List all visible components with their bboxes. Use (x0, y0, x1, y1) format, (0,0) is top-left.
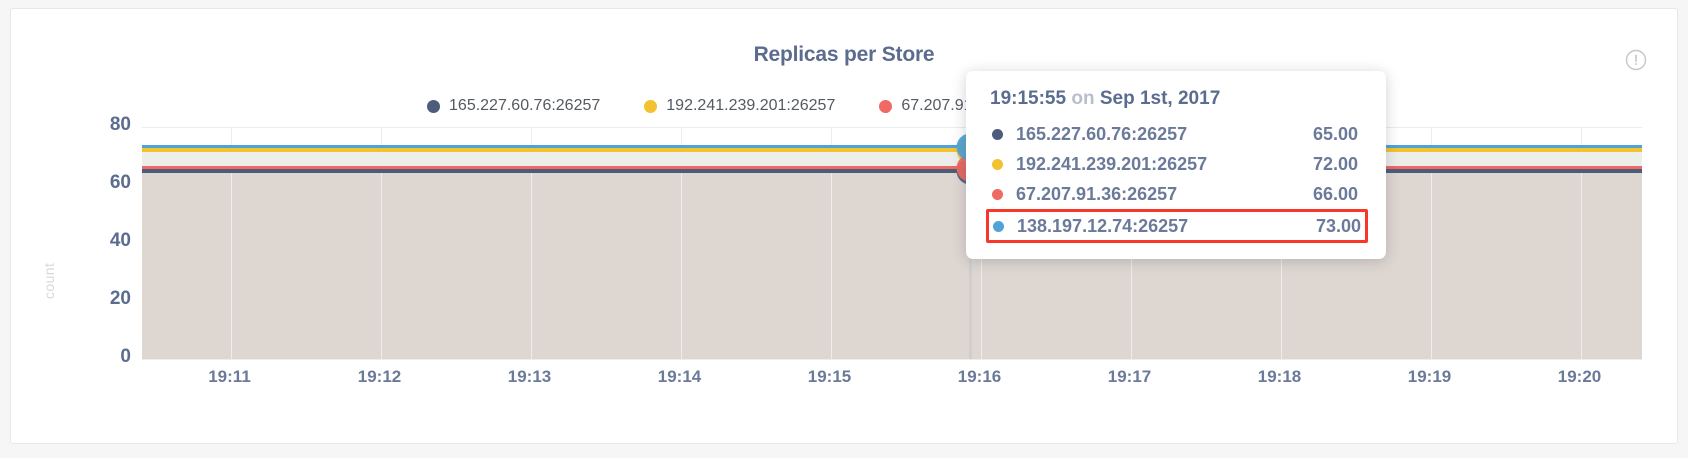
gridline-vertical (680, 127, 682, 359)
y-axis-tick-label: 20 (109, 288, 131, 309)
tooltip-series-label: 138.197.12.74:26257 (1017, 215, 1189, 236)
tooltip-series-value: 66.00 (1312, 183, 1358, 204)
y-axis-tick-label: 80 (109, 114, 131, 135)
gridline-vertical (530, 127, 532, 359)
x-axis-tick-label: 19:20 (1557, 367, 1602, 386)
legend-item[interactable]: 165.227.60.76:26257 (427, 97, 600, 115)
gridline-vertical (830, 127, 832, 359)
x-axis-tick-label: 19:18 (1257, 367, 1302, 386)
y-axis-tick-label: 60 (109, 172, 131, 193)
x-axis-tick-label: 19:13 (507, 367, 552, 386)
tooltip-date: Sep 1st, 2017 (1099, 88, 1221, 109)
y-axis-ticks: 80 60 40 20 0 (61, 114, 131, 367)
tooltip-color-dot-icon (993, 220, 1004, 232)
gridline-vertical (1580, 127, 1582, 359)
legend-item[interactable]: 192.241.239.201:26257 (644, 97, 835, 115)
tooltip-time: 19:15:55 (990, 88, 1067, 109)
page-title: Replicas per Store (753, 43, 935, 66)
y-axis-title: count (41, 262, 57, 299)
x-axis-ticks: 19:11 19:12 19:13 19:14 19:15 19:16 19:17 19:18… (141, 367, 1641, 397)
legend-color-dot-icon (879, 99, 893, 113)
chart-card: Replicas per Store 165.227.60.76:26257 19… (10, 8, 1678, 444)
y-axis-tick-label: 0 (120, 346, 131, 367)
legend-item-label: 165.227.60.76:26257 (449, 97, 601, 114)
tooltip-series-value: 72.00 (1312, 153, 1358, 174)
x-axis-tick-label: 19:17 (1107, 367, 1152, 386)
tooltip-color-dot-icon (992, 188, 1003, 200)
gridline-vertical (1430, 127, 1432, 359)
tooltip-series-label: 192.241.239.201:26257 (1016, 153, 1208, 174)
tooltip-timestamp: 19:15:55 on Sep 1st, 2017 (990, 88, 1362, 110)
tooltip-series-value: 73.00 (1315, 215, 1361, 236)
x-axis-tick-label: 19:16 (957, 367, 1002, 386)
gridline-horizontal (142, 127, 1642, 128)
x-axis-tick-label: 19:11 (208, 367, 251, 386)
tooltip-on-word: on (1071, 88, 1095, 109)
legend-color-dot-icon (427, 99, 441, 113)
plot-canvas[interactable] (142, 127, 1642, 360)
x-axis-tick-label: 19:12 (357, 367, 402, 386)
gridline-vertical (230, 127, 232, 359)
gridline-horizontal (142, 359, 1642, 360)
legend-item-label: 192.241.239.201:26257 (666, 97, 836, 114)
tooltip-row: 192.241.239.201:26257 72.00 (990, 149, 1362, 179)
x-axis-tick-label: 19:14 (657, 367, 702, 386)
tooltip-series-list: 165.227.60.76:26257 65.00 192.241.239.201:… (986, 119, 1368, 243)
tooltip-series-label: 165.227.60.76:26257 (1016, 123, 1188, 144)
plot-area: count 80 60 40 20 0 19:11 19:12 19:13 19:14 19:1… (11, 114, 1679, 419)
legend-color-dot-icon (644, 99, 658, 113)
series-line (142, 148, 1642, 153)
series-area-fill (142, 170, 1642, 359)
info-circle-icon[interactable] (1625, 49, 1647, 71)
tooltip-series-value: 65.00 (1312, 123, 1358, 144)
tooltip-row: 67.207.91.36:26257 66.00 (990, 179, 1362, 209)
y-axis-tick-label: 40 (109, 230, 131, 251)
series-line (142, 168, 1642, 173)
chart-legend: 165.227.60.76:26257 192.241.239.201:26257… (11, 97, 1677, 115)
tooltip-row-highlighted: 138.197.12.74:26257 73.00 (986, 209, 1368, 243)
x-axis-tick-label: 19:19 (1407, 367, 1452, 386)
tooltip-color-dot-icon (992, 158, 1003, 170)
gridline-vertical (380, 127, 382, 359)
tooltip-color-dot-icon (992, 128, 1003, 140)
series-line (142, 165, 1642, 170)
x-axis-tick-label: 19:15 (807, 367, 852, 386)
chart-tooltip: 19:15:55 on Sep 1st, 2017 165.227.60.76:… (966, 71, 1386, 259)
tooltip-series-label: 67.207.91.36:26257 (1016, 183, 1178, 204)
series-line (142, 145, 1642, 150)
tooltip-row: 165.227.60.76:26257 65.00 (990, 119, 1362, 149)
